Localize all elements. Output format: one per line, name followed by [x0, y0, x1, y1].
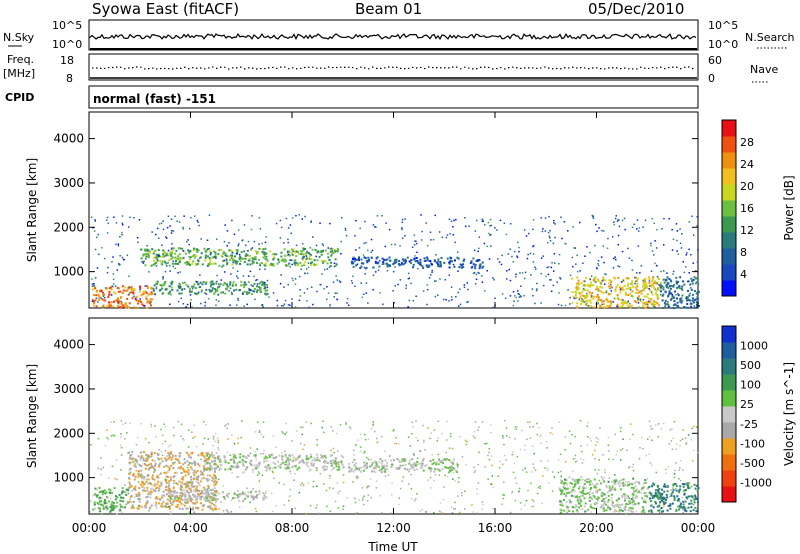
- x-tick-label: 16:00: [478, 521, 513, 535]
- sparse-echoes: [90, 214, 700, 309]
- colorbar-swatch: [722, 248, 736, 265]
- colorbar-swatch: [722, 342, 736, 359]
- colorbar-tick-label: 12: [740, 224, 754, 237]
- nsky-tick-high: 10^5: [52, 19, 82, 32]
- colorbar-swatch: [722, 216, 736, 233]
- colorbar-swatch: [722, 136, 736, 153]
- y-tick-label: 1000: [53, 471, 84, 485]
- station-title: Syowa East (fitACF): [92, 0, 240, 18]
- colorbar-label: Power [dB]: [782, 175, 796, 240]
- colorbar-tick-label: 100: [740, 379, 761, 392]
- colorbar-swatch: [722, 406, 736, 423]
- x-tick-label: 00:00: [72, 521, 107, 535]
- freq-strip: [88, 53, 699, 81]
- y-tick-label: 1000: [53, 265, 84, 279]
- scatter-region: [571, 276, 662, 309]
- colorbar-swatch: [722, 470, 736, 487]
- nsearch-tick-low: 10^0: [708, 38, 738, 51]
- colorbar-swatch: [722, 438, 736, 455]
- colorbar: 4 8 12 16 20 24 28 Power [dB]: [721, 119, 796, 297]
- colorbar-tick-label: 20: [740, 180, 754, 193]
- y-tick-label: 3000: [53, 176, 84, 190]
- x-tick-label: 12:00: [376, 521, 411, 535]
- scatter-region: [152, 280, 269, 296]
- colorbar-swatch: [722, 168, 736, 185]
- nsky-trace: [88, 32, 697, 41]
- colorbar-tick-label: 24: [740, 158, 754, 171]
- x-tick-label: 20:00: [579, 521, 614, 535]
- colorbar-tick-label: 16: [740, 202, 754, 215]
- colorbar-swatch: [722, 358, 736, 375]
- colorbar-tick-label: -500: [740, 457, 765, 470]
- scatter-region: [558, 477, 649, 513]
- scatter-region: [127, 451, 218, 511]
- colorbar-swatch: [722, 120, 736, 137]
- nsky-tick-low: 10^0: [52, 38, 82, 51]
- freq-unit-label: [MHz]: [3, 67, 35, 80]
- freq-label: Freq.: [7, 53, 34, 66]
- nsky-label: N.Sky: [3, 31, 35, 44]
- colorbar-swatch: [722, 152, 736, 169]
- colorbar-swatch: [722, 374, 736, 391]
- colorbar-swatch: [722, 390, 736, 407]
- nsearch-tick-high: 10^5: [708, 19, 738, 32]
- nave-label: Nave: [750, 63, 778, 76]
- panel-frame: [88, 111, 699, 309]
- colorbar-tick-label: 25: [740, 398, 754, 411]
- y-tick-label: 4000: [53, 338, 84, 352]
- colorbar-tick-label: 500: [740, 359, 761, 372]
- nave-tick-low: 0: [708, 72, 715, 85]
- y-tick-label: 3000: [53, 382, 84, 396]
- x-tick-label: 00:00: [681, 521, 716, 535]
- y-axis-label: Slant Range [km]: [25, 364, 39, 468]
- x-tick-label: 08:00: [275, 521, 310, 535]
- nsearch-label: N.Search: [745, 31, 795, 44]
- colorbar-tick-label: -1000: [740, 476, 772, 489]
- x-tick-label: 04:00: [173, 521, 208, 535]
- scatter-region: [140, 247, 340, 267]
- colorbar-tick-label: -100: [740, 437, 765, 450]
- colorbar-swatch: [722, 280, 736, 297]
- cpid-label: CPID: [5, 91, 34, 104]
- colorbar-tick-label: 28: [740, 136, 754, 149]
- cpid-text: normal (fast) -151: [93, 92, 216, 106]
- cpid-strip: [88, 85, 699, 109]
- scatter-region: [91, 285, 154, 310]
- colorbar-tick-label: 4: [740, 268, 747, 281]
- x-axis-label: Time UT: [367, 540, 418, 554]
- y-axis-label: Slant Range [km]: [25, 158, 39, 262]
- colorbar-tick-label: 8: [740, 246, 747, 259]
- date-title: 05/Dec/2010: [588, 0, 685, 18]
- colorbar-swatch: [722, 454, 736, 471]
- colorbar-label: Velocity [m s^-1]: [782, 362, 796, 466]
- colorbar: -1000 -500 -100 -25 25 100 500 1000 Velocity [m …: [721, 325, 796, 503]
- nsky-strip: [88, 19, 699, 51]
- colorbar-swatch: [722, 200, 736, 217]
- colorbar-swatch: [722, 184, 736, 201]
- colorbar-tick-label: -25: [740, 418, 758, 431]
- scatter-region: [203, 453, 345, 471]
- y-tick-label: 4000: [53, 132, 84, 146]
- freq-trace: [92, 66, 694, 70]
- colorbar-tick-label: 1000: [740, 340, 768, 353]
- sparse-echoes: [89, 420, 700, 515]
- scatter-region: [167, 488, 268, 502]
- colorbar-swatch: [722, 326, 736, 343]
- freq-tick-high: 18: [60, 54, 74, 67]
- y-tick-label: 2000: [53, 426, 84, 440]
- beam-title: Beam 01: [355, 0, 423, 18]
- colorbar-swatch: [722, 264, 736, 281]
- y-tick-label: 2000: [53, 220, 84, 234]
- colorbar-swatch: [722, 232, 736, 249]
- nave-tick-high: 60: [708, 54, 722, 67]
- colorbar-swatch: [722, 422, 736, 439]
- freq-tick-low: 8: [66, 72, 73, 85]
- colorbar-swatch: [722, 486, 736, 503]
